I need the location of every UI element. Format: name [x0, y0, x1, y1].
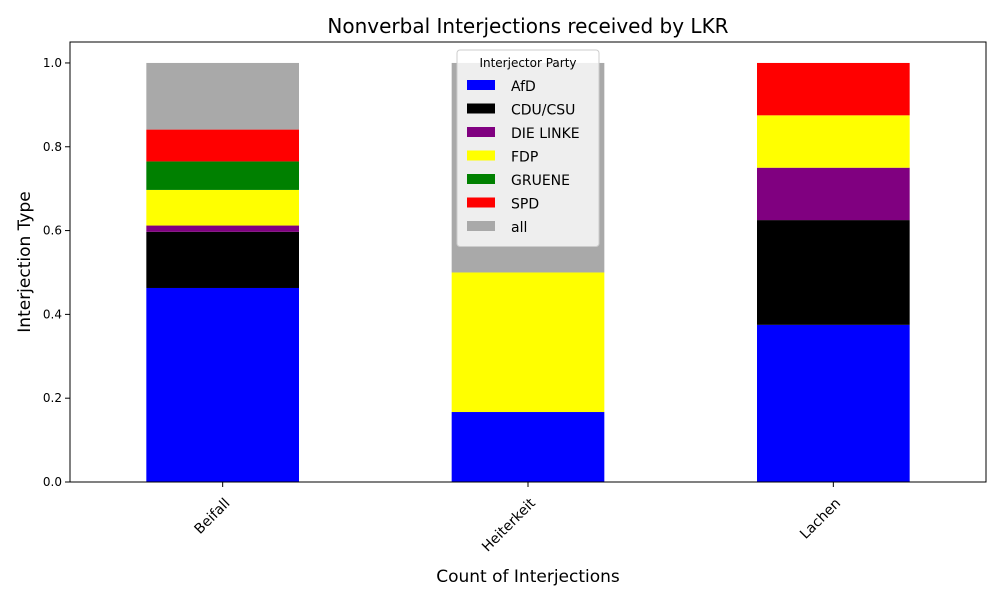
bar-segment-lachen-fdp — [757, 115, 910, 168]
bar-segment-lachen-die-linke — [757, 167, 910, 221]
legend-label: FDP — [511, 150, 538, 166]
legend-swatch — [467, 197, 495, 208]
y-tick-label: 0.8 — [43, 140, 62, 154]
y-axis-label: Interjection Type — [15, 191, 35, 332]
bar-segment-beifall-afd — [146, 287, 299, 482]
legend-label: all — [511, 220, 527, 236]
bar-segment-lachen-cdu-csu — [757, 220, 910, 325]
bar-segment-heiterkeit-afd — [451, 412, 605, 482]
legend-label: SPD — [511, 197, 539, 213]
y-tick-label: 0.6 — [43, 224, 62, 238]
legend-label: CDU/CSU — [511, 103, 575, 119]
bar-segment-lachen-afd — [757, 324, 910, 482]
legend-box — [456, 49, 600, 247]
legend-swatch — [467, 150, 495, 161]
legend-label: DIE LINKE — [511, 126, 580, 142]
legend-title: Interjector Party — [479, 56, 576, 70]
legend: Interjector Party AfD CDU/CSU DIE LINKE FDP G… — [456, 49, 600, 247]
y-tick-label: 0.4 — [43, 307, 62, 321]
legend-swatch — [467, 221, 495, 231]
legend-label: AfD — [511, 79, 536, 95]
legend-label: GRUENE — [511, 173, 570, 189]
bar-segment-lachen-spd — [757, 62, 910, 116]
bar-segment-beifall-die-linke — [146, 225, 299, 232]
bar-segment-beifall-spd — [146, 129, 299, 162]
bar-segment-beifall-fdp — [146, 189, 299, 226]
bar-segment-heiterkeit-fdp — [451, 272, 605, 413]
x-axis-label: Count of Interjections — [436, 567, 620, 587]
bar-segment-beifall-cdu-csu — [146, 231, 299, 288]
y-tick-label: 0.0 — [43, 475, 62, 489]
legend-swatch — [467, 103, 495, 114]
x-tick-label: Lachen — [797, 496, 844, 543]
legend-swatch — [467, 80, 495, 90]
x-tick-label: Heiterkeit — [479, 495, 539, 555]
legend-swatch — [467, 174, 495, 184]
y-tick-label: 1.0 — [43, 56, 62, 70]
y-tick-label: 0.2 — [43, 391, 62, 405]
x-tick-label: Beifall — [191, 496, 233, 538]
bar-segment-beifall-gruene — [146, 161, 299, 190]
bar-segment-beifall-all — [146, 62, 299, 130]
chart-title: Nonverbal Interjections received by LKR — [327, 14, 728, 38]
legend-swatch — [467, 127, 495, 137]
